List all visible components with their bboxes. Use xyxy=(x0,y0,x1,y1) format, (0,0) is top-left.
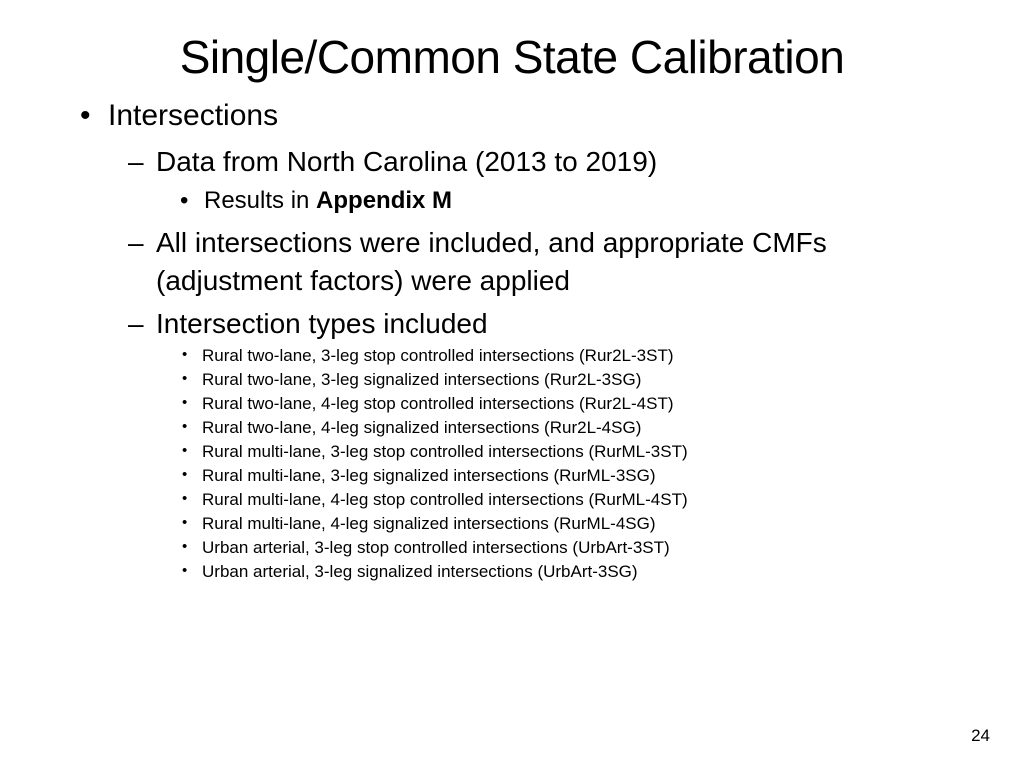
level1-text: Intersections xyxy=(108,99,278,132)
type-item: Urban arterial, 3-leg stop controlled in… xyxy=(176,537,974,560)
level2-item-data-source: Data from North Carolina (2013 to 2019) … xyxy=(128,143,974,218)
level2-text: All intersections were included, and app… xyxy=(156,227,827,296)
type-item: Rural multi-lane, 4-leg signalized inter… xyxy=(176,513,974,536)
level2-item-types: Intersection types included Rural two-la… xyxy=(128,305,974,583)
type-item: Rural multi-lane, 4-leg stop controlled … xyxy=(176,489,974,512)
appendix-prefix: Results in xyxy=(204,187,316,214)
type-item: Rural two-lane, 3-leg stop controlled in… xyxy=(176,345,974,368)
bullet-list-level3: Results in Appendix M xyxy=(180,184,974,218)
level1-item: Intersections Data from North Carolina (… xyxy=(80,96,974,584)
bullet-list-level4: Rural two-lane, 3-leg stop controlled in… xyxy=(176,345,974,583)
type-item: Rural multi-lane, 3-leg signalized inter… xyxy=(176,465,974,488)
bullet-list-level2: Data from North Carolina (2013 to 2019) … xyxy=(128,143,974,584)
slide: Single/Common State Calibration Intersec… xyxy=(0,0,1024,768)
slide-title: Single/Common State Calibration xyxy=(50,30,974,84)
type-item: Rural two-lane, 4-leg stop controlled in… xyxy=(176,393,974,416)
level2-text: Data from North Carolina (2013 to 2019) xyxy=(156,146,657,177)
type-item: Urban arterial, 3-leg signalized interse… xyxy=(176,561,974,584)
type-item: Rural two-lane, 3-leg signalized interse… xyxy=(176,369,974,392)
level2-item-cmf: All intersections were included, and app… xyxy=(128,224,974,300)
type-item: Rural two-lane, 4-leg signalized interse… xyxy=(176,417,974,440)
level3-item-appendix: Results in Appendix M xyxy=(180,184,974,218)
appendix-bold: Appendix M xyxy=(316,187,452,214)
page-number: 24 xyxy=(971,726,990,746)
bullet-list-level1: Intersections Data from North Carolina (… xyxy=(80,96,974,584)
level2-text: Intersection types included xyxy=(156,308,488,339)
type-item: Rural multi-lane, 3-leg stop controlled … xyxy=(176,441,974,464)
